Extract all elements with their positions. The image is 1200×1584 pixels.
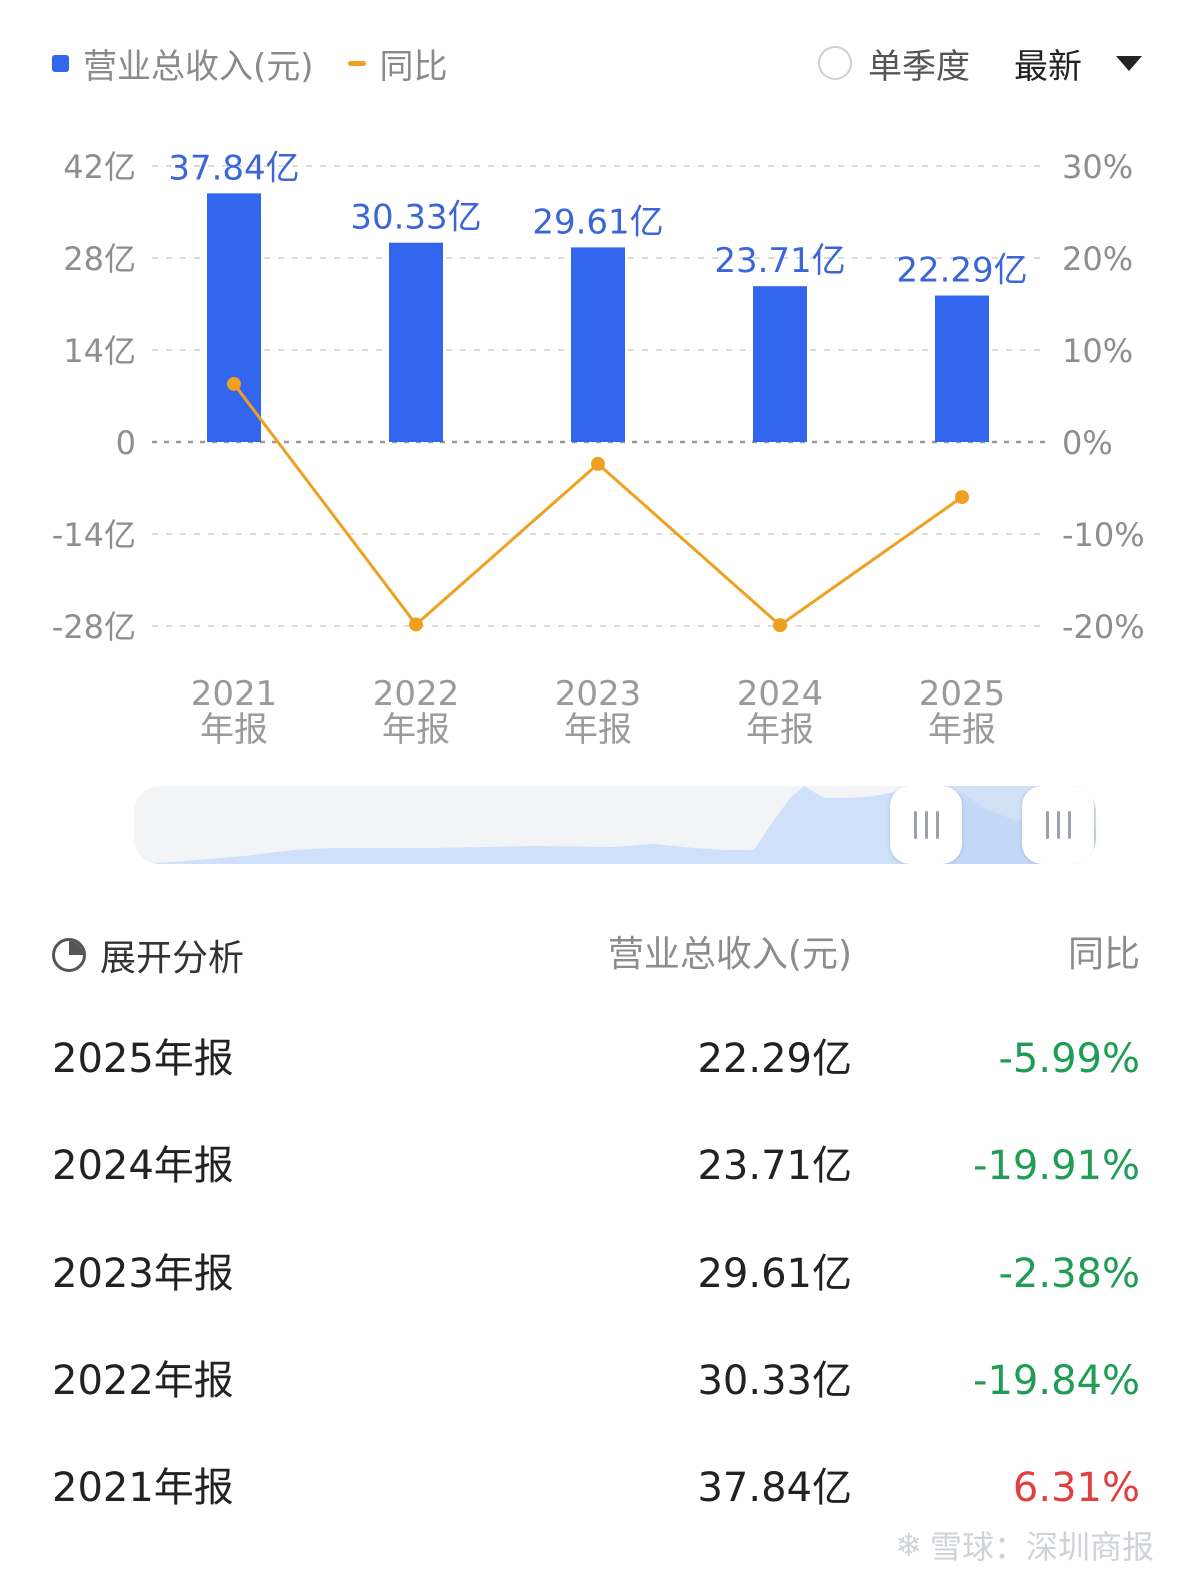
latest-dropdown-label: 最新 [1014, 46, 1082, 87]
x-tick-label-period: 年报 [200, 710, 268, 750]
caret-down-icon [1116, 55, 1142, 71]
single-quarter-radio[interactable] [818, 46, 852, 80]
bar-value-label: 29.61亿 [532, 202, 663, 242]
range-preview-area [134, 786, 1096, 864]
row-revenue: 23.71亿 [697, 1143, 852, 1189]
y-left-tick-label: 14亿 [63, 332, 136, 370]
row-period: 2023年报 [52, 1251, 234, 1297]
watermark: ❄ 雪球：深圳商报 [895, 1522, 1154, 1568]
row-period: 2022年报 [52, 1358, 234, 1404]
x-tick-label-period: 年报 [564, 710, 632, 750]
expand-analysis-button[interactable]: 展开分析 [52, 925, 244, 985]
table-row[interactable]: 2022年报 30.33亿 -19.84% [52, 1346, 1140, 1416]
y-left-tick-label: 0 [116, 424, 136, 462]
row-revenue: 22.29亿 [697, 1036, 852, 1082]
yoy-point [409, 617, 423, 632]
column-header-revenue: 营业总收入(元) [607, 934, 852, 975]
snowball-logo-icon: ❄ [895, 1526, 922, 1564]
latest-dropdown[interactable]: 最新 [1014, 39, 1142, 88]
bar-value-label: 23.71亿 [714, 241, 845, 281]
yoy-point [227, 376, 241, 391]
row-revenue: 30.33亿 [697, 1358, 852, 1404]
revenue-bar [571, 247, 625, 442]
bar-value-label: 37.84亿 [168, 148, 299, 188]
row-yoy: 6.31% [1012, 1465, 1140, 1511]
single-quarter-label[interactable]: 单季度 [868, 46, 970, 87]
x-tick-label-year: 2025 [919, 674, 1006, 714]
revenue-legend-swatch [52, 54, 69, 72]
x-tick-label-period: 年报 [382, 710, 450, 750]
revenue-legend-label[interactable]: 营业总收入(元) [83, 46, 314, 87]
table-row[interactable]: 2025年报 22.29亿 -5.99% [52, 1024, 1140, 1094]
y-right-tick-label: -10% [1062, 516, 1145, 554]
y-left-tick-label: 28亿 [63, 240, 136, 278]
row-yoy: -19.91% [973, 1143, 1140, 1189]
row-yoy: -5.99% [998, 1036, 1140, 1082]
y-left-tick-label: -14亿 [52, 516, 136, 554]
range-end-handle[interactable] [1022, 786, 1094, 864]
grip-icon [913, 811, 939, 839]
chart-legend: 营业总收入(元) 同比 [52, 38, 448, 88]
x-tick-label-period: 年报 [928, 710, 996, 750]
x-tick-label-year: 2024 [737, 674, 824, 714]
revenue-chart: 42亿 28亿 14亿 0 -14亿 -28亿 30% 20% 10% 0% -10% -20% 37.… [52, 148, 1145, 750]
yoy-point [955, 490, 969, 505]
yoy-legend-label[interactable]: 同比 [379, 46, 448, 87]
y-left-tick-label: -28亿 [52, 608, 136, 646]
x-tick-label-year: 2021 [191, 674, 278, 714]
table-row[interactable]: 2024年报 23.71亿 -19.91% [52, 1131, 1140, 1201]
yoy-legend-swatch [347, 60, 366, 66]
table-row[interactable]: 2023年报 29.61亿 -2.38% [52, 1239, 1140, 1309]
revenue-bar [753, 286, 807, 442]
y-right-tick-label: 10% [1062, 332, 1133, 370]
chart-controls: 单季度 最新 [818, 38, 1142, 88]
revenue-bar [207, 193, 261, 442]
x-tick-label-year: 2023 [555, 674, 642, 714]
y-right-tick-label: 30% [1062, 148, 1133, 186]
y-right-tick-label: 0% [1062, 424, 1113, 462]
watermark-text: 雪球：深圳商报 [929, 1528, 1154, 1566]
y-right-tick-label: -20% [1062, 608, 1145, 646]
table-row[interactable]: 2021年报 37.84亿 6.31% [52, 1453, 1140, 1523]
x-tick-label-year: 2022 [373, 674, 460, 714]
x-tick-label-period: 年报 [746, 710, 814, 750]
expand-analysis-label: 展开分析 [100, 938, 245, 979]
yoy-point [773, 618, 787, 633]
range-start-handle[interactable] [890, 786, 962, 864]
revenue-bar [935, 295, 989, 442]
row-yoy: -2.38% [998, 1251, 1140, 1297]
grip-icon [1045, 811, 1071, 839]
bar-value-label: 22.29亿 [896, 251, 1027, 291]
row-revenue: 29.61亿 [697, 1251, 852, 1297]
row-revenue: 37.84亿 [697, 1465, 852, 1511]
row-period: 2021年报 [52, 1465, 234, 1511]
table-header: 展开分析 营业总收入(元) 同比 [52, 925, 1140, 985]
range-slider[interactable] [134, 786, 1096, 864]
column-header-yoy: 同比 [1067, 934, 1140, 975]
y-right-tick-label: 20% [1062, 240, 1133, 278]
bar-value-label: 30.33亿 [350, 198, 481, 238]
revenue-bar [389, 242, 443, 442]
y-left-tick-label: 42亿 [63, 148, 136, 186]
row-period: 2025年报 [52, 1036, 234, 1082]
row-period: 2024年报 [52, 1143, 234, 1189]
yoy-point [591, 456, 605, 471]
row-yoy: -19.84% [973, 1358, 1140, 1404]
pie-chart-icon [52, 938, 86, 972]
